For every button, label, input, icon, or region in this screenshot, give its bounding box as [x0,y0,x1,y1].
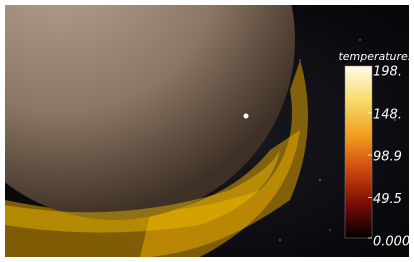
page: temperatures 198.148.98.949.50.000 (() =… [0,0,414,262]
viewer: temperatures 198. 148. 98.9 49.5 0.000 [0,0,414,262]
colorbar-tick-label: 198. [373,65,402,80]
colorbar-title: temperatures [338,50,413,63]
colorbar [345,66,372,238]
marker [244,114,249,119]
colorbar-tick-label: 98.9 [373,150,402,165]
colorbar-tick-label: 148. [373,107,402,122]
colorbar-tick-label: 49.5 [373,192,402,207]
colorbar-tick-label: 0.000 [373,235,410,250]
